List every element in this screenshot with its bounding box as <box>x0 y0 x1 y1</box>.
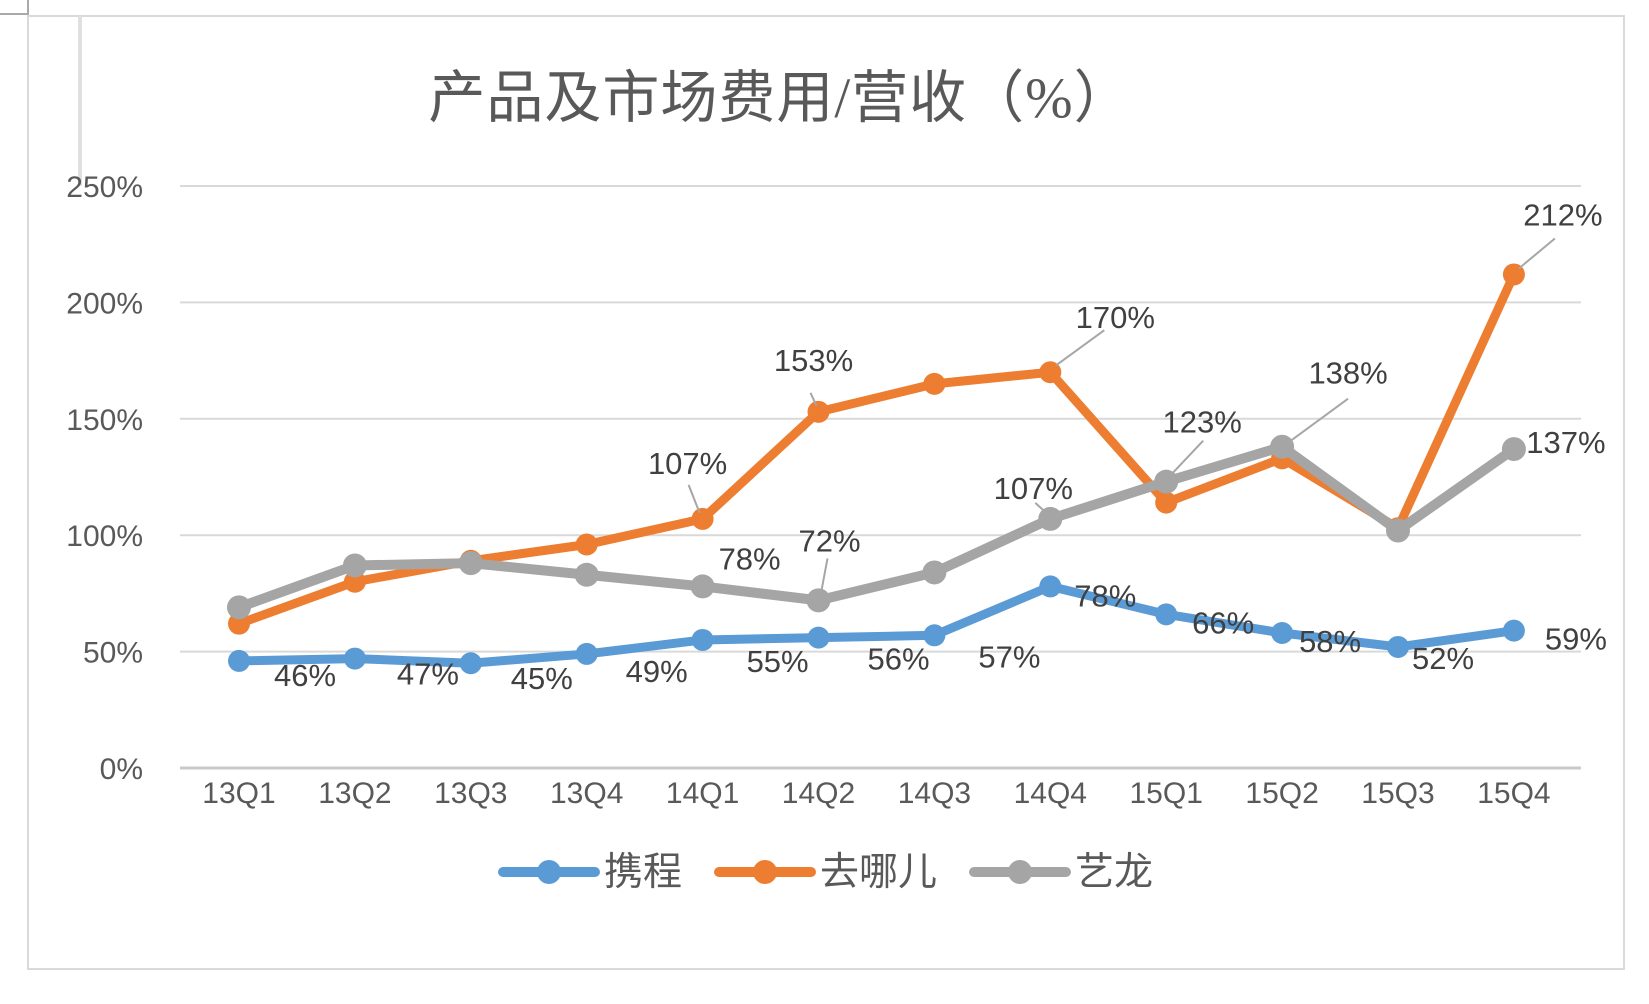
left-edge-artifact <box>78 16 82 186</box>
window-corner-fragment <box>0 0 29 15</box>
chart-title: 产品及市场费用/营收（%） <box>428 67 1132 130</box>
chart-frame <box>27 15 1625 970</box>
